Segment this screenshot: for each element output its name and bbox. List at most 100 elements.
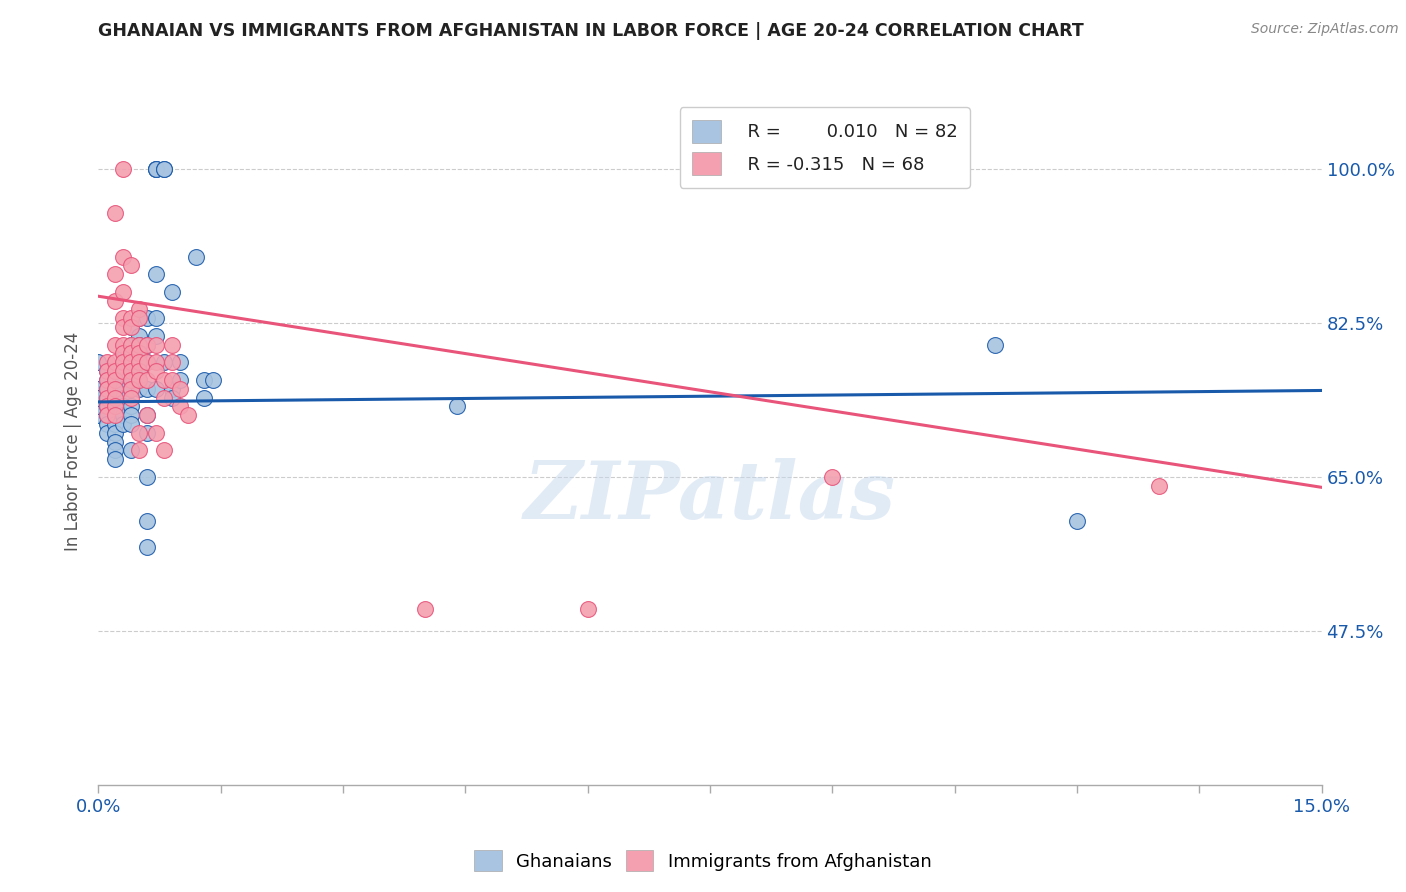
- Point: [104, 205, 127, 219]
- Point: [111, 285, 134, 299]
- Point: [96, 408, 118, 422]
- Point: [111, 382, 134, 396]
- Point: [120, 311, 142, 326]
- Point: [128, 425, 150, 440]
- Point: [96, 364, 118, 378]
- Point: [177, 408, 200, 422]
- Text: N =: N =: [860, 159, 894, 177]
- Point: [120, 337, 142, 351]
- Point: [152, 161, 174, 176]
- Point: [576, 602, 599, 616]
- Point: [128, 355, 150, 369]
- Point: [96, 400, 118, 414]
- Point: [96, 382, 118, 396]
- Point: [111, 408, 134, 422]
- Point: [145, 337, 167, 351]
- Point: [1147, 478, 1170, 492]
- Point: [152, 443, 174, 458]
- Point: [104, 382, 127, 396]
- Point: [160, 355, 183, 369]
- Point: [111, 161, 134, 176]
- Point: [169, 355, 191, 369]
- Point: [128, 373, 150, 387]
- Point: [120, 400, 142, 414]
- Point: [145, 355, 167, 369]
- Text: R =: R =: [744, 159, 778, 177]
- Point: [136, 540, 159, 554]
- Point: [145, 161, 167, 176]
- Point: [136, 355, 159, 369]
- Point: [984, 337, 1007, 351]
- Point: [120, 355, 142, 369]
- Point: [96, 373, 118, 387]
- Point: [145, 311, 167, 326]
- Point: [104, 417, 127, 431]
- Point: [145, 267, 167, 281]
- Point: [128, 346, 150, 360]
- Point: [104, 364, 127, 378]
- Legend:   R =        0.010   N = 82,   R = -0.315   N = 68: R = 0.010 N = 82, R = -0.315 N = 68: [679, 107, 970, 188]
- Point: [120, 355, 142, 369]
- Point: [111, 337, 134, 351]
- Point: [120, 320, 142, 334]
- Point: [128, 329, 150, 343]
- Point: [104, 355, 127, 369]
- Point: [111, 346, 134, 360]
- Text: N =: N =: [860, 119, 894, 136]
- Point: [152, 355, 174, 369]
- Point: [128, 364, 150, 378]
- Point: [136, 425, 159, 440]
- Point: [96, 391, 118, 405]
- Point: [120, 346, 142, 360]
- Point: [120, 320, 142, 334]
- Point: [152, 373, 174, 387]
- Point: [120, 259, 142, 273]
- Point: [120, 364, 142, 378]
- Point: [145, 364, 167, 378]
- Point: [160, 285, 183, 299]
- Point: [120, 382, 142, 396]
- Point: [821, 469, 844, 483]
- Point: [96, 355, 118, 369]
- Point: [111, 364, 134, 378]
- Point: [111, 364, 134, 378]
- Point: [104, 373, 127, 387]
- Point: [169, 400, 191, 414]
- Text: R =: R =: [744, 119, 778, 136]
- Point: [136, 469, 159, 483]
- Point: [145, 382, 167, 396]
- Text: Source: ZipAtlas.com: Source: ZipAtlas.com: [1251, 22, 1399, 37]
- Point: [87, 400, 110, 414]
- Point: [111, 400, 134, 414]
- Point: [446, 400, 468, 414]
- Point: [152, 161, 174, 176]
- Text: 68: 68: [900, 159, 925, 177]
- Point: [128, 364, 150, 378]
- Point: [136, 408, 159, 422]
- Point: [111, 417, 134, 431]
- Point: [96, 391, 118, 405]
- Point: [104, 443, 127, 458]
- Text: ZIPatlas: ZIPatlas: [524, 458, 896, 535]
- Point: [145, 161, 167, 176]
- Point: [96, 425, 118, 440]
- Point: [128, 302, 150, 317]
- Point: [128, 337, 150, 351]
- Point: [111, 320, 134, 334]
- Point: [104, 391, 127, 405]
- Point: [120, 391, 142, 405]
- Point: [104, 408, 127, 422]
- Point: [136, 373, 159, 387]
- Point: [111, 355, 134, 369]
- Point: [104, 400, 127, 414]
- Point: [160, 337, 183, 351]
- Point: [145, 161, 167, 176]
- Y-axis label: In Labor Force | Age 20-24: In Labor Force | Age 20-24: [65, 332, 83, 551]
- Text: 0.010: 0.010: [787, 119, 844, 136]
- Text: GHANAIAN VS IMMIGRANTS FROM AFGHANISTAN IN LABOR FORCE | AGE 20-24 CORRELATION C: GHANAIAN VS IMMIGRANTS FROM AFGHANISTAN …: [98, 22, 1084, 40]
- Point: [104, 373, 127, 387]
- Point: [136, 337, 159, 351]
- Point: [128, 311, 150, 326]
- Point: [104, 434, 127, 449]
- Point: [160, 382, 183, 396]
